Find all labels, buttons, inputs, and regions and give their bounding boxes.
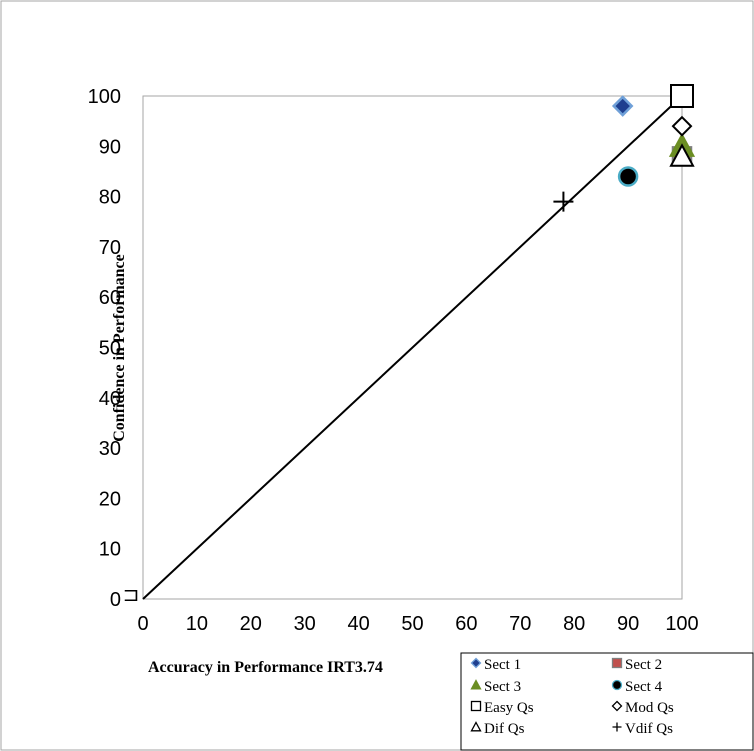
legend-label-sect-1: Sect 1: [484, 657, 521, 673]
x-tick-label: 100: [665, 613, 698, 635]
y-axis-title: Confidence in Performance: [111, 254, 128, 442]
legend-marker-sect-2: [611, 657, 623, 669]
y-tick-label: 80: [99, 187, 121, 209]
legend-label-sect-3: Sect 3: [484, 679, 521, 695]
y-tick-label: 50: [99, 338, 121, 360]
annotation-layer: ⊐: [123, 584, 140, 606]
x-tick-label: 50: [401, 613, 423, 635]
x-tick-label: 0: [137, 613, 148, 635]
legend-marker-mod-qs: [611, 700, 623, 712]
x-axis-title: Accuracy in Performance IRT3.74: [148, 659, 383, 676]
legend-marker-sect-1: [470, 657, 482, 669]
data-point-easy-qs: [670, 84, 694, 108]
y-tick-label: 20: [99, 488, 121, 510]
data-point-sect-4: [617, 166, 639, 187]
y-tick-label: 30: [99, 438, 121, 460]
legend-marker-easy-qs: [470, 700, 482, 712]
legend: Sect 1 Sect 2 Sect 3 Sect 4 Easy Qs Mod Qs Dif…: [460, 652, 754, 751]
legend-marker-dif-qs: [470, 721, 482, 732]
x-tick-label: 60: [455, 613, 477, 635]
legend-label-dif-qs: Dif Qs: [484, 721, 525, 737]
legend-marker-sect-3: [470, 679, 482, 690]
legend-marker-vdif-qs: [612, 722, 622, 732]
data-point-sect-1: [611, 95, 634, 117]
plot-area: [142, 95, 683, 600]
x-tick-label: 30: [294, 613, 316, 635]
legend-label-sect-2: Sect 2: [625, 657, 662, 673]
legend-label-easy-qs: Easy Qs: [484, 700, 534, 716]
y-axis: 0 10 20 30 40 50 60 70 80 90 100: [88, 86, 121, 611]
data-point-dif-qs: [669, 143, 695, 167]
y-tick-label: 70: [99, 237, 121, 259]
data-point-vdif-qs: [553, 191, 574, 212]
annotation-mark: ⊐: [123, 584, 140, 606]
legend-label-vdif-qs: Vdif Qs: [625, 721, 673, 737]
reference-line-layer: [142, 95, 683, 600]
x-tick-label: 10: [186, 613, 208, 635]
legend-marker-sect-4: [611, 679, 623, 691]
y-tick-label: 40: [99, 388, 121, 410]
legend-label-mod-qs: Mod Qs: [625, 700, 674, 716]
y-tick-label: 10: [99, 539, 121, 561]
x-tick-label: 20: [240, 613, 262, 635]
x-tick-label: 70: [509, 613, 531, 635]
x-tick-label: 40: [347, 613, 369, 635]
y-tick-label: 0: [110, 589, 121, 611]
data-points-layer: [553, 84, 696, 212]
y-tick-label: 90: [99, 136, 121, 158]
legend-box: [460, 652, 754, 751]
x-tick-label: 80: [563, 613, 585, 635]
reference-line: [142, 95, 683, 600]
legend-label-sect-4: Sect 4: [625, 679, 663, 695]
x-tick-label: 90: [617, 613, 639, 635]
y-tick-label: 100: [88, 86, 121, 108]
y-tick-label: 60: [99, 287, 121, 309]
data-point-mod-qs: [671, 115, 693, 137]
x-axis: 0 10 20 30 40 50 60 70 80 90 100: [137, 613, 698, 635]
legend-items: Sect 1 Sect 2 Sect 3 Sect 4 Easy Qs Mod Qs Dif…: [470, 657, 674, 737]
